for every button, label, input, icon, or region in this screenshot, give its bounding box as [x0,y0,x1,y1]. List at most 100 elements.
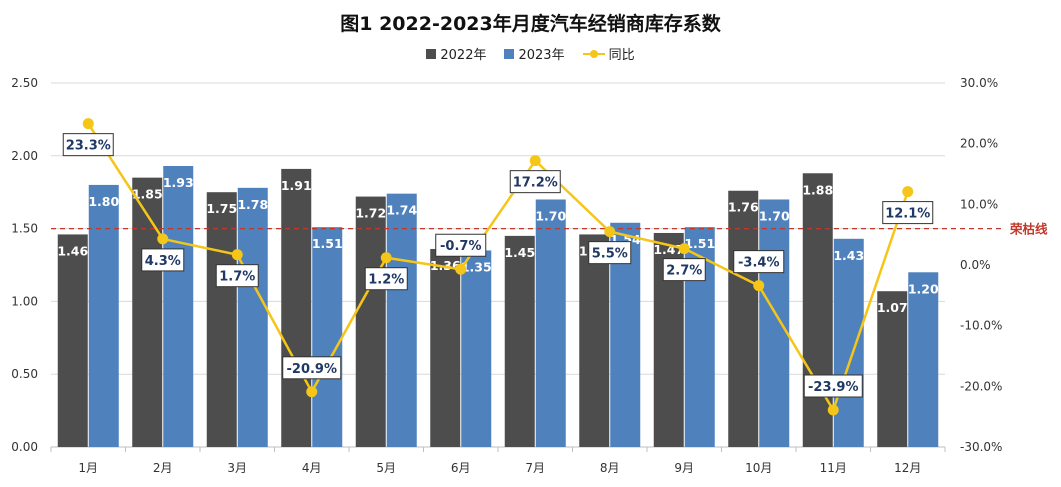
yoy-data-label: 1.7% [219,270,255,285]
yoy-label-box [435,233,487,257]
bar-2023 [386,193,417,447]
yoy-point [827,404,839,416]
yoy-data-label: 12.1% [885,207,930,222]
x-tick-label: 8月 [600,461,620,475]
bar-2023 [535,199,566,447]
bar-label-2023: 1.80 [88,194,119,209]
yoy-data-label: -3.4% [738,256,779,271]
bar-2022 [504,235,535,447]
y-left-tick-label: 0.00 [11,440,38,454]
x-tick-label: 2月 [153,461,173,475]
yoy-point [604,226,616,238]
bar-label-2022: 1.76 [728,200,759,215]
yoy-label-box [733,250,785,274]
chart-title: 图1 2022-2023年月度汽车经销商库存系数 [340,13,721,35]
bar-label-2023: 1.78 [237,197,268,212]
y-left-tick-label: 2.50 [11,76,38,90]
yoy-data-label: 4.3% [145,254,181,269]
bar-2023 [163,165,194,447]
bar-2022 [877,291,908,447]
yoy-data-label: 1.2% [368,273,404,288]
bar-label-2022: 1.88 [802,182,833,197]
yoy-data-label: 23.3% [66,139,111,154]
bar-2022 [728,190,759,447]
yoy-label-box [662,258,706,282]
y-right-tick-label: 20.0% [960,137,998,151]
yoy-data-label: 5.5% [592,247,628,262]
x-tick-label: 5月 [376,461,396,475]
y-right-tick-label: -30.0% [960,440,1002,454]
yoy-label-box [882,201,934,225]
yoy-label-box [803,374,863,398]
yoy-point [82,118,94,130]
bar-2023 [908,272,939,447]
x-tick-label: 11月 [820,461,847,475]
yoy-data-label: -20.9% [287,362,338,377]
legend-swatch-2022 [426,48,437,59]
y-left-tick-label: 1.50 [11,222,38,236]
yoy-point [455,263,467,275]
yoy-label-box [141,248,185,272]
bar-2022 [802,173,833,447]
bar-label-2022: 1.46 [57,243,88,258]
x-tick-label: 6月 [451,461,471,475]
yoy-label-box [509,170,561,194]
x-tick-label: 12月 [894,461,921,475]
legend-label-yoy: 同比 [608,48,635,63]
bar-label-2023: 1.74 [386,203,417,218]
x-tick-label: 7月 [525,461,545,475]
bar-label-2022: 1.91 [281,178,312,193]
yoy-point [902,186,914,198]
reference-line-label: 荣枯线 [1009,222,1048,237]
yoy-point [529,155,541,167]
bar-label-2023: 1.35 [461,259,492,274]
yoy-point [380,252,392,264]
legend-swatch-2023 [504,48,515,59]
yoy-point [157,233,169,245]
bar-label-2022: 1.85 [132,187,163,202]
yoy-label-box [364,267,408,291]
y-right-tick-label: 10.0% [960,197,998,211]
legend: 2022年 2023年 同比 [0,44,1061,63]
bar-label-2022: 1.75 [206,201,237,216]
bar-label-2023: 1.70 [759,208,790,223]
yoy-line [87,122,909,412]
bar-2023 [461,250,492,447]
bar-2023 [237,187,268,447]
bar-label-2023: 1.93 [163,175,194,190]
bar-2023 [759,199,790,447]
yoy-data-label: -23.9% [808,380,859,395]
legend-item-yoy: 同比 [582,44,635,63]
bar-2023 [88,184,119,448]
yoy-data-label: 17.2% [513,176,558,191]
legend-item-2022: 2022年 [426,44,486,63]
bar-2022 [355,196,386,447]
yoy-data-label: -0.7% [440,239,481,254]
y-left-tick-label: 0.50 [11,367,38,381]
x-tick-label: 4月 [302,461,322,475]
x-tick-label: 10月 [745,461,772,475]
bar-label-2023: 1.70 [535,208,566,223]
bar-label-2022: 1.07 [877,300,908,315]
bar-2022 [206,192,237,447]
legend-label-2023: 2023年 [518,48,565,63]
legend-item-2023: 2023年 [504,44,565,63]
y-right-tick-label: 0.0% [960,258,991,272]
bar-label-2023: 1.20 [908,281,939,296]
bar-label-2023: 1.51 [684,236,715,251]
y-left-tick-label: 2.00 [11,149,38,163]
bar-label-2023: 1.43 [833,248,864,263]
bar-2022 [579,234,610,447]
y-right-tick-label: -10.0% [960,319,1002,333]
yoy-label-box [588,241,632,265]
x-tick-label: 1月 [78,461,98,475]
bar-label-2022: 1.45 [504,245,535,260]
yoy-point [753,280,765,292]
x-tick-label: 9月 [674,461,694,475]
yoy-point [231,249,243,261]
yoy-point [306,386,318,398]
yoy-label-box [282,356,342,380]
y-right-tick-label: 30.0% [960,76,998,90]
legend-line-marker-icon [582,49,605,59]
